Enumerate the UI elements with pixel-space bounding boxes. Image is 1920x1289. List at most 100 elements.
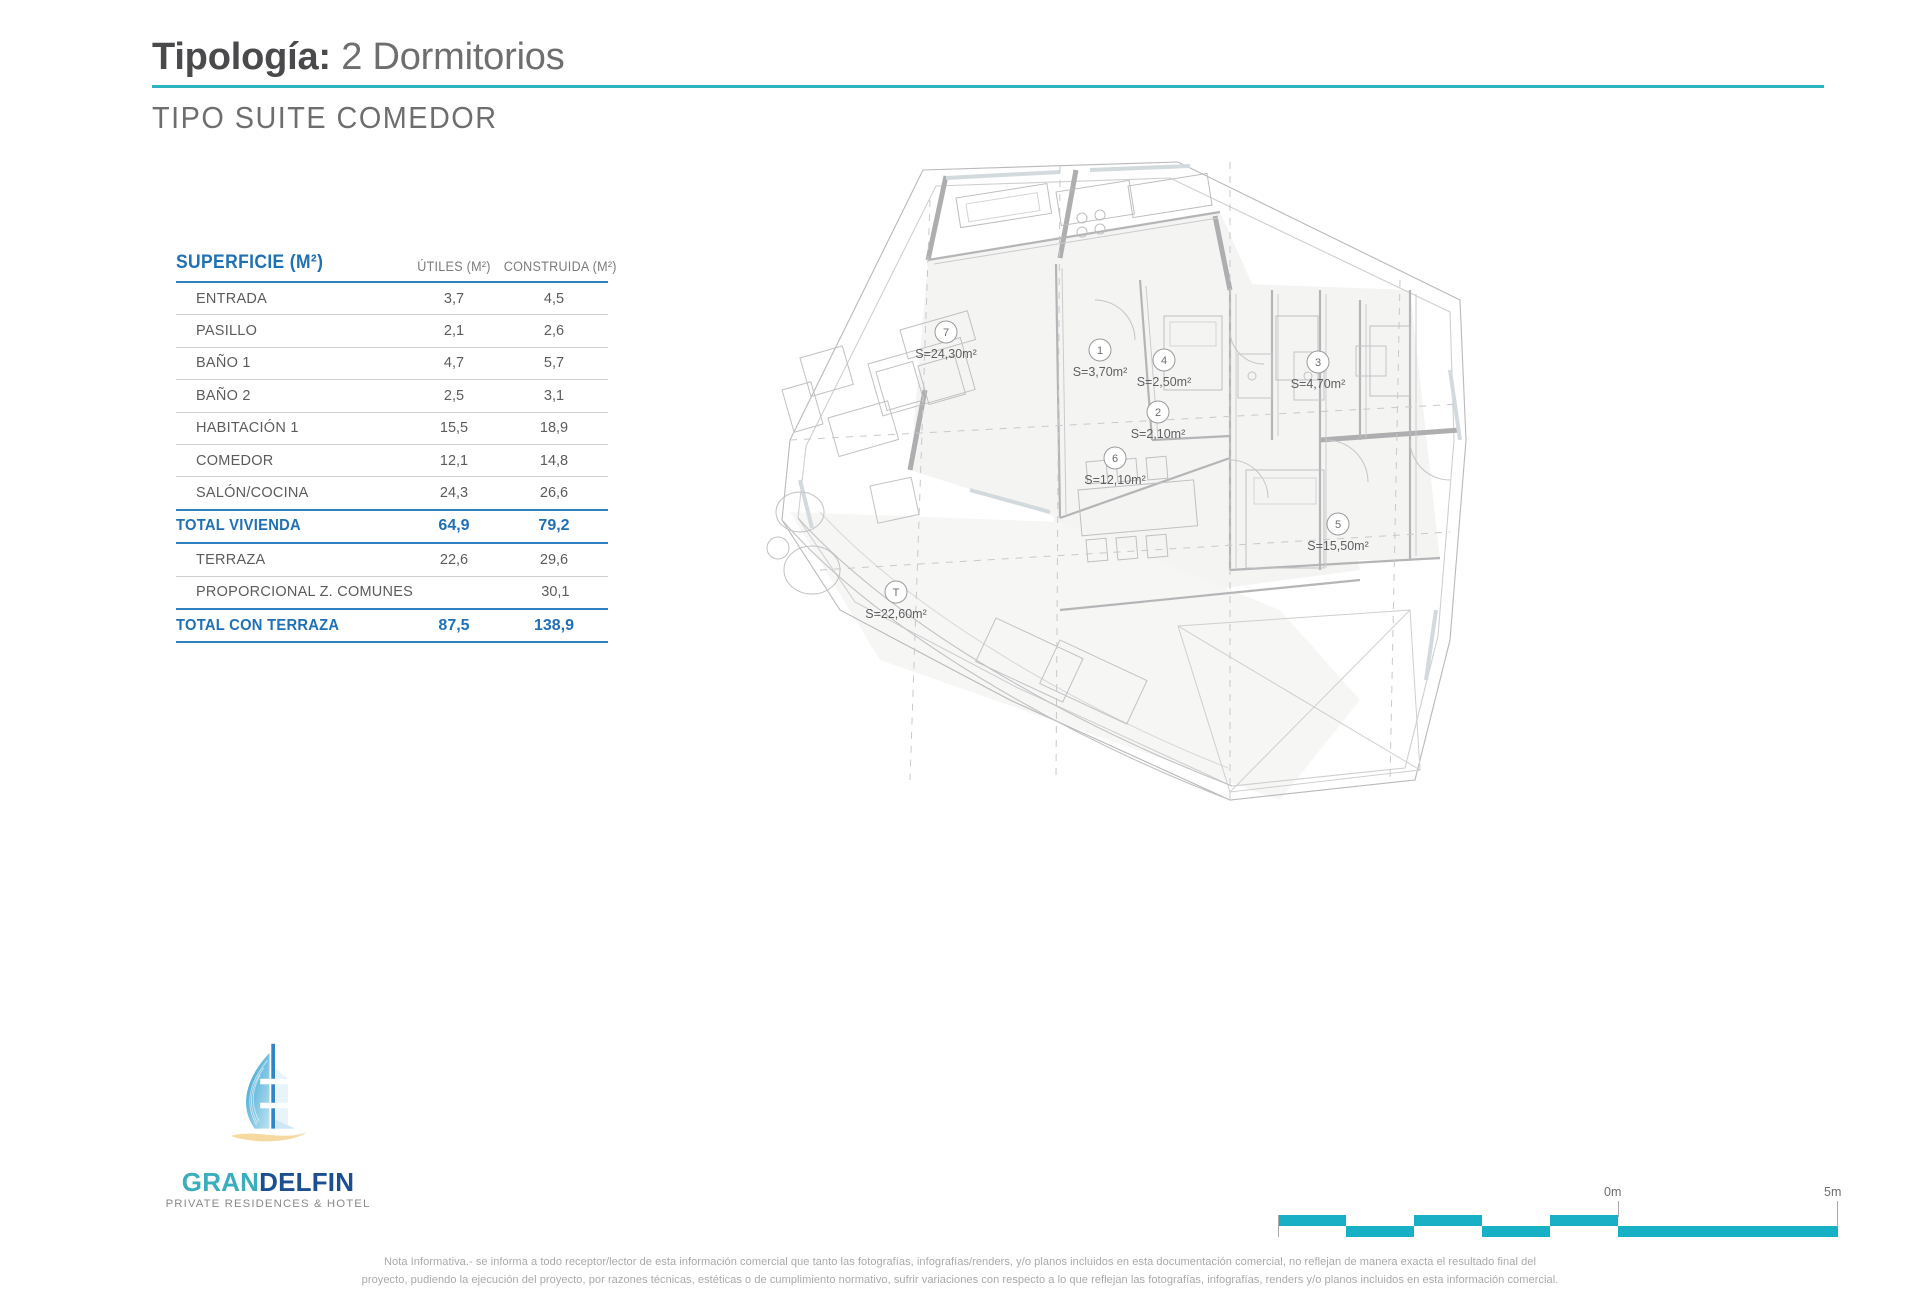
callout-area-label: S=22,60m² [865, 607, 927, 621]
bathroom-fixtures [1237, 345, 1387, 401]
footer-line-1: Nota Informativa.- se informa a todo rec… [384, 1256, 1536, 1268]
row-value-utiles: 2,5 [443, 387, 465, 404]
logo-tagline: PRIVATE RESIDENCES & HOTEL [165, 1198, 371, 1210]
callout-marker [1088, 338, 1112, 362]
callout-area-label: S=24,30m² [915, 347, 977, 361]
row-divider [176, 411, 608, 413]
callout-marker [1306, 350, 1330, 374]
callout-area-label: S=15,50m² [1307, 539, 1369, 553]
callout-area-label: S=2,50m² [1137, 375, 1192, 389]
window-glazing [798, 164, 1462, 681]
logo-word-gran: GRAN [181, 1167, 260, 1197]
callout-number: T [893, 587, 900, 599]
wall-detail-lines [933, 217, 1417, 568]
callout-number: 1 [1097, 345, 1103, 357]
row-value-utiles: 4,7 [443, 355, 465, 372]
table-row: TERRAZA 22,6 29,6 [176, 544, 608, 575]
dining-furniture [1077, 455, 1199, 563]
structural-walls [907, 169, 1461, 471]
row-label: PASILLO [196, 323, 258, 340]
logo-word-delfin: DELFIN [259, 1167, 355, 1197]
callout-number: 6 [1112, 453, 1118, 465]
room-callouts: 7 S=24,30m² 1 S=3,70m² 4 S=2,50m² 3 S=4,70m² 2 S=… [865, 320, 1369, 621]
logo-wordmark: GRANDELFIN [148, 1169, 388, 1195]
row-divider [176, 542, 608, 545]
row-value-construida: 2,6 [543, 323, 565, 340]
table-row: HABITACIÓN 1 15,5 18,9 [176, 413, 608, 444]
table-body: ENTRADA 3,7 4,5 PASILLO 2,1 2,6 BAÑO 1 4,7 5,7 BA… [176, 283, 608, 644]
callout-number: 2 [1155, 407, 1161, 419]
row-divider [176, 314, 608, 316]
row-label: HABITACIÓN 1 [196, 420, 299, 437]
floor-fills [790, 212, 1440, 800]
legal-footer: Nota Informativa.- se informa a todo rec… [0, 1254, 1920, 1289]
living-furniture [781, 310, 977, 458]
row-label: BAÑO 1 [196, 355, 251, 372]
page-title-prefix: Tipología: [152, 36, 331, 78]
row-value-construida: 138,9 [533, 616, 575, 634]
row-value-construida: 18,9 [539, 420, 569, 437]
table-header-row: SUPERFICIE (M²) ÚTILES (M²) CONSTRUIDA (… [176, 252, 616, 281]
scale-end-label: 5m [1824, 1185, 1842, 1199]
page-title: Tipología: 2 Dormitorios [152, 36, 1852, 78]
callout-number: 7 [943, 327, 949, 339]
callout-marker [1103, 446, 1127, 470]
pergola-area [1177, 609, 1421, 793]
row-divider [176, 379, 608, 381]
row-value-utiles: 87,5 [438, 616, 470, 634]
row-divider [176, 346, 608, 348]
table-title: SUPERFICIE (M²) [176, 252, 324, 273]
row-value-construida: 14,8 [539, 452, 569, 469]
row-value-utiles: 15,5 [439, 420, 469, 437]
terrace-furniture [766, 476, 1148, 725]
table-row: TOTAL VIVIENDA 64,9 79,2 [176, 511, 608, 542]
row-value-construida: 79,2 [538, 517, 570, 535]
page-title-value: 2 Dormitorios [341, 36, 565, 78]
row-value-construida: 3,1 [543, 387, 565, 404]
scale-bar: 0m 5m [1278, 1185, 1841, 1237]
callout-number: 4 [1161, 355, 1167, 367]
footer-line-2: proyecto, pudiendo la ejecución del proy… [361, 1273, 1559, 1286]
row-value-utiles: 12,1 [439, 452, 469, 469]
row-label: BAÑO 2 [196, 387, 251, 404]
table-row: COMEDOR 12,1 14,8 [176, 445, 608, 476]
callout-number: 5 [1335, 519, 1341, 531]
row-label: TOTAL CON TERRAZA [176, 616, 340, 634]
callout-number: 3 [1315, 357, 1321, 369]
row-value-utiles: 3,7 [443, 290, 465, 307]
row-divider [176, 476, 608, 478]
row-label: ENTRADA [196, 290, 268, 307]
row-value-utiles: 2,1 [443, 323, 465, 340]
row-label: TOTAL VIVIENDA [176, 517, 301, 535]
table-header-divider [176, 281, 608, 283]
callout-area-label: S=12,10m² [1084, 473, 1146, 487]
row-value-utiles: 24,3 [439, 485, 469, 502]
title-divider [152, 84, 1824, 88]
row-label: TERRAZA [196, 551, 266, 568]
table-row: SALÓN/COCINA 24,3 26,6 [176, 477, 608, 508]
table-row: TOTAL CON TERRAZA 87,5 138,9 [176, 610, 608, 641]
row-value-construida: 4,5 [543, 290, 565, 307]
column-header-utiles: ÚTILES (M²) [417, 259, 491, 274]
page-subtitle: TIPO SUITE COMEDOR [152, 99, 498, 135]
callout-area-label: S=3,70m² [1073, 365, 1128, 379]
row-value-utiles: 64,9 [438, 517, 470, 535]
row-value-utiles: 22,6 [439, 551, 469, 568]
callout-marker [1152, 348, 1176, 372]
table-row: PASILLO 2,1 2,6 [176, 315, 608, 346]
row-value-construida: 26,6 [539, 485, 569, 502]
table-row: ENTRADA 3,7 4,5 [176, 283, 608, 314]
surface-area-table: SUPERFICIE (M²) ÚTILES (M²) CONSTRUIDA (… [176, 252, 616, 644]
row-divider [176, 575, 608, 577]
brand-logo: GRANDELFIN PRIVATE RESIDENCES & HOTEL [148, 1040, 388, 1210]
floorplan-drawing: 7 S=24,30m² 1 S=3,70m² 4 S=2,50m² 3 S=4,70m² 2 S=… [760, 140, 1900, 880]
callout-marker [934, 320, 958, 344]
row-divider [176, 607, 608, 610]
callout-area-label: S=2,10m² [1131, 427, 1186, 441]
kitchen-fixtures [955, 172, 1213, 238]
row-value-construida: 29,6 [539, 551, 569, 568]
row-divider [176, 508, 608, 511]
row-label: PROPORCIONAL Z. COMUNES [196, 584, 414, 601]
callout-marker [1326, 512, 1350, 536]
